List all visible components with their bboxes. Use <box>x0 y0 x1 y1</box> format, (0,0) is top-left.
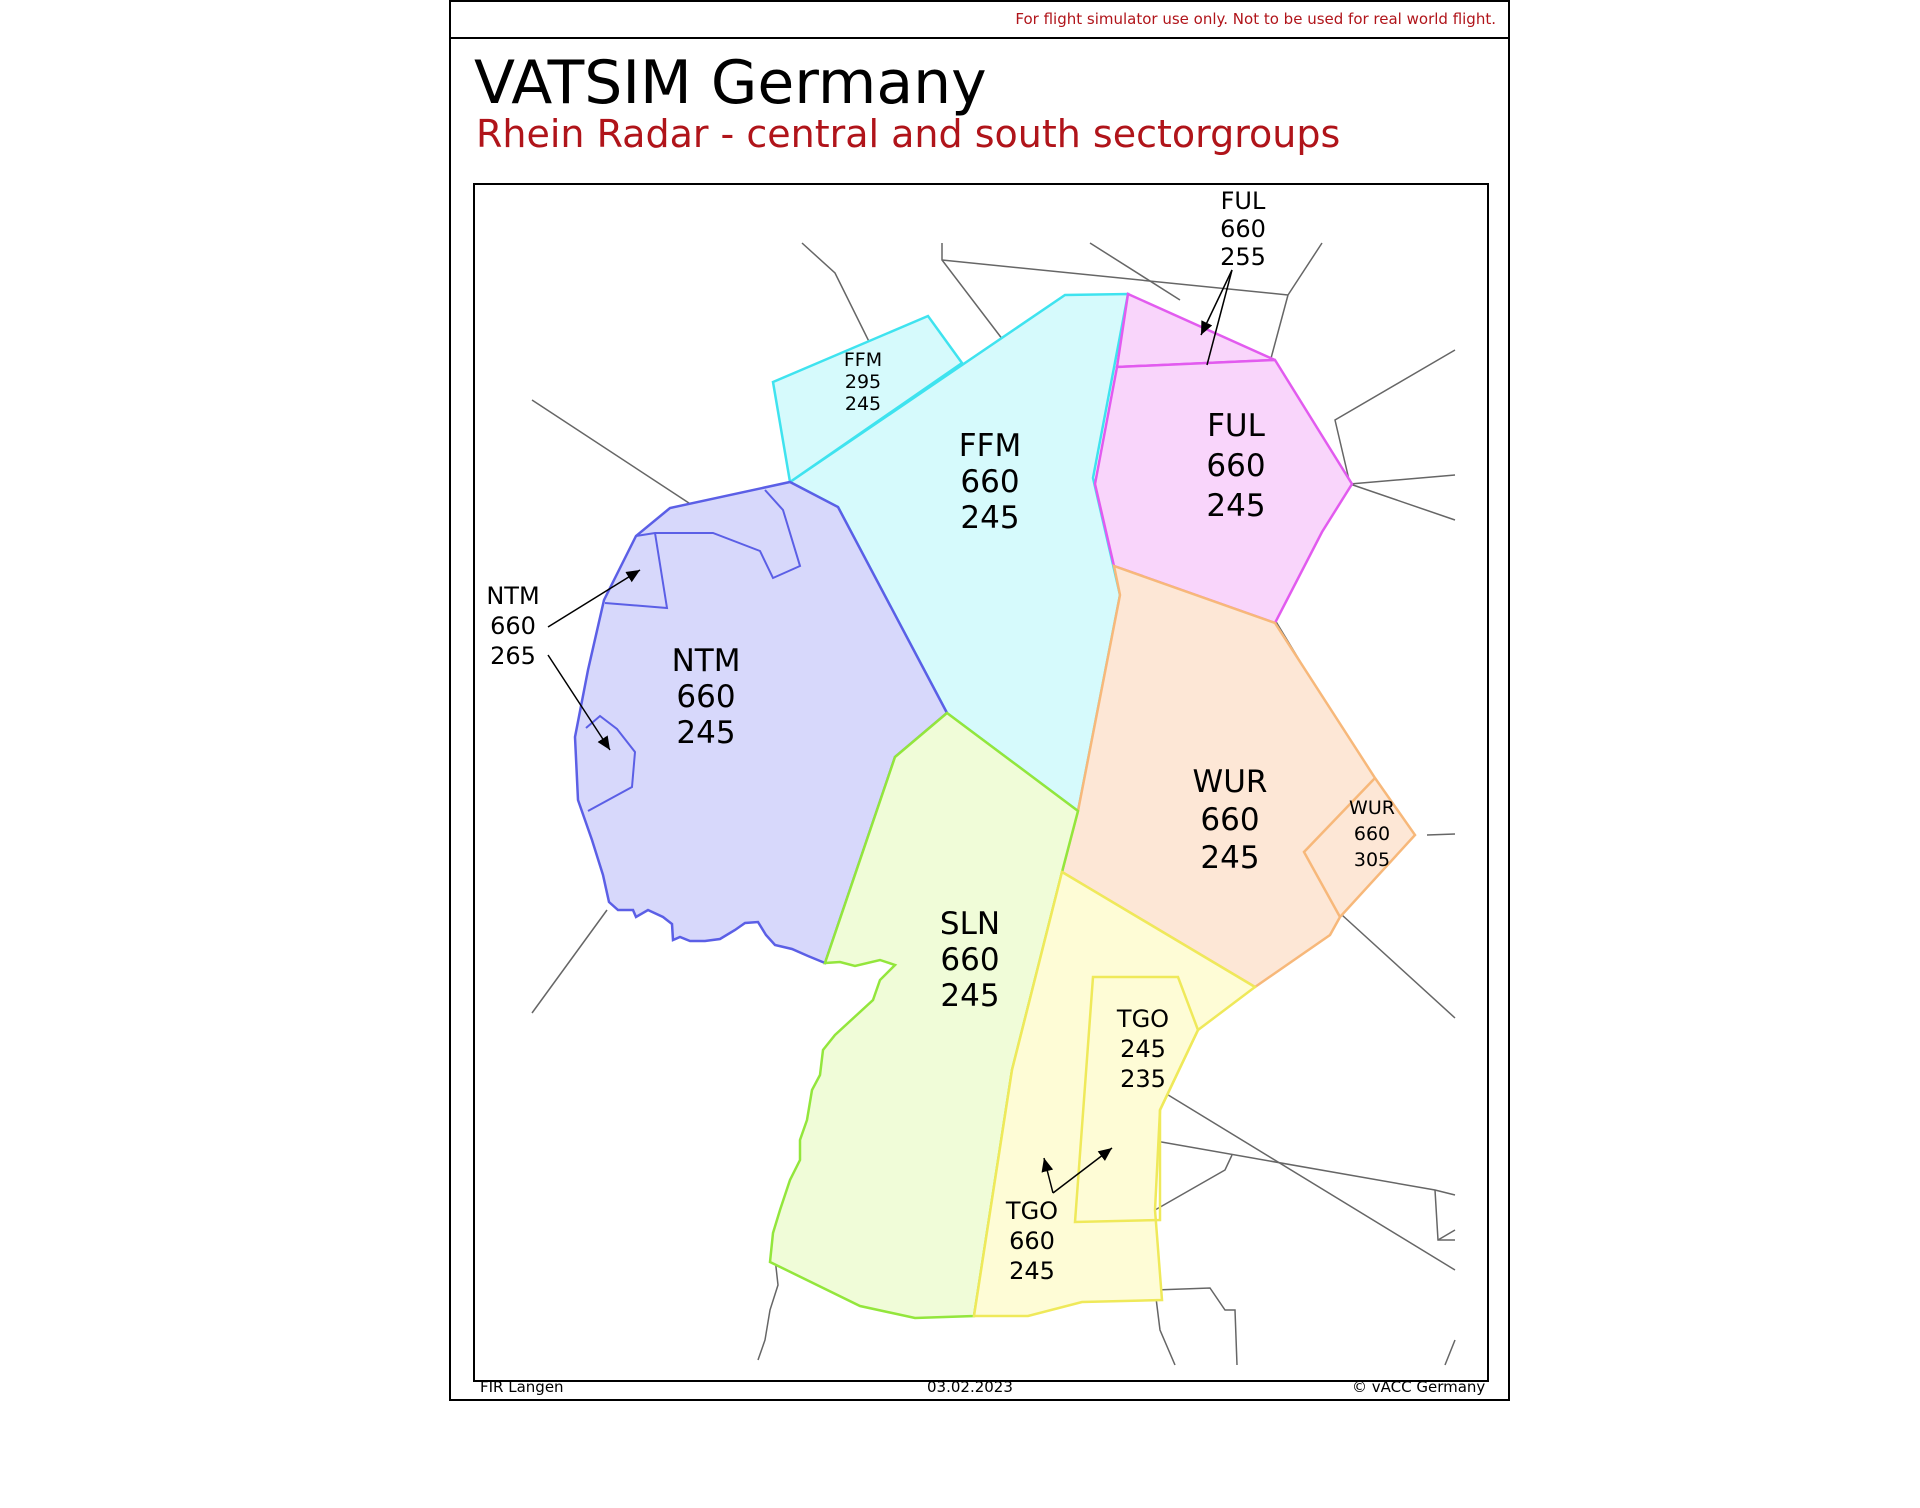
sector-wur-east <box>1302 777 1376 918</box>
label-ntm-west: NTM 660 265 <box>486 582 539 670</box>
svg-text:245: 245 <box>940 978 999 1014</box>
svg-text:660: 660 <box>1206 448 1265 484</box>
svg-text:FUL: FUL <box>1207 408 1266 444</box>
svg-text:FUL: FUL <box>1221 187 1266 215</box>
label-tgo-main: TGO 660 245 <box>1005 1197 1058 1285</box>
page-subtitle: Rhein Radar - central and south sectorgr… <box>476 112 1341 156</box>
svg-text:SLN: SLN <box>940 906 1000 942</box>
svg-text:245: 245 <box>1200 840 1259 876</box>
label-ntm-main: NTM 660 245 <box>672 643 741 751</box>
svg-text:245: 245 <box>1206 488 1265 524</box>
footer-fir-name: FIR Langen <box>480 1378 564 1396</box>
sector-sln-main[interactable] <box>768 711 1080 1320</box>
sector-tgo-main[interactable] <box>972 870 1258 1318</box>
svg-text:660: 660 <box>1009 1227 1055 1255</box>
svg-text:245: 245 <box>845 393 881 415</box>
label-wur-main: WUR 660 245 <box>1193 764 1268 876</box>
sector-ffm-small[interactable] <box>771 314 964 485</box>
footer-date: 03.02.2023 <box>927 1378 1013 1396</box>
svg-text:295: 295 <box>845 371 881 393</box>
svg-text:245: 245 <box>1120 1035 1166 1063</box>
svg-text:305: 305 <box>1354 849 1390 871</box>
svg-text:255: 255 <box>1220 243 1266 271</box>
sector-ful-north[interactable] <box>1115 292 1276 369</box>
svg-text:660: 660 <box>960 464 1019 500</box>
label-ffm-small: FFM 295 245 <box>844 349 882 415</box>
airspace-boundary-lines <box>531 242 1456 1366</box>
svg-text:FFM: FFM <box>844 349 882 371</box>
svg-text:FFM: FFM <box>959 428 1021 464</box>
disclaimer-strip: For flight simulator use only. Not to be… <box>449 0 1510 39</box>
svg-text:WUR: WUR <box>1349 797 1395 819</box>
footer-copyright: © vACC Germany <box>1352 1378 1486 1396</box>
ntm-sub-sector-lines <box>585 489 802 812</box>
svg-text:TGO: TGO <box>1116 1005 1169 1033</box>
svg-text:235: 235 <box>1120 1065 1166 1093</box>
svg-text:NTM: NTM <box>672 643 741 679</box>
chart-frame <box>449 0 1510 1401</box>
label-tgo-inner: TGO 245 235 <box>1116 1005 1169 1093</box>
sector-ntm-main[interactable] <box>573 480 949 965</box>
label-pointer-arrows <box>547 269 1233 1194</box>
sector-ful-main[interactable] <box>1093 358 1354 625</box>
svg-text:245: 245 <box>676 715 735 751</box>
page-title: VATSIM Germany <box>474 48 987 118</box>
svg-text:TGO: TGO <box>1005 1197 1058 1225</box>
svg-text:660: 660 <box>490 612 536 640</box>
disclaimer-text: For flight simulator use only. Not to be… <box>1015 10 1496 28</box>
svg-text:NTM: NTM <box>486 582 539 610</box>
svg-text:245: 245 <box>1009 1257 1055 1285</box>
label-ful-main: FUL 660 245 <box>1206 408 1265 524</box>
sector-tgo-inner[interactable] <box>1073 975 1200 1224</box>
map-frame <box>473 183 1489 1382</box>
svg-text:245: 245 <box>960 500 1019 536</box>
svg-text:WUR: WUR <box>1193 764 1268 800</box>
label-wur-east: WUR 660 305 <box>1349 797 1395 871</box>
label-ful-north: FUL 660 255 <box>1220 187 1266 271</box>
svg-text:265: 265 <box>490 642 536 670</box>
svg-text:660: 660 <box>940 942 999 978</box>
label-sln-main: SLN 660 245 <box>940 906 1000 1014</box>
svg-text:660: 660 <box>1354 823 1390 845</box>
label-ffm-main: FFM 660 245 <box>959 428 1021 536</box>
svg-text:660: 660 <box>676 679 735 715</box>
svg-text:660: 660 <box>1220 215 1266 243</box>
svg-text:660: 660 <box>1200 802 1259 838</box>
